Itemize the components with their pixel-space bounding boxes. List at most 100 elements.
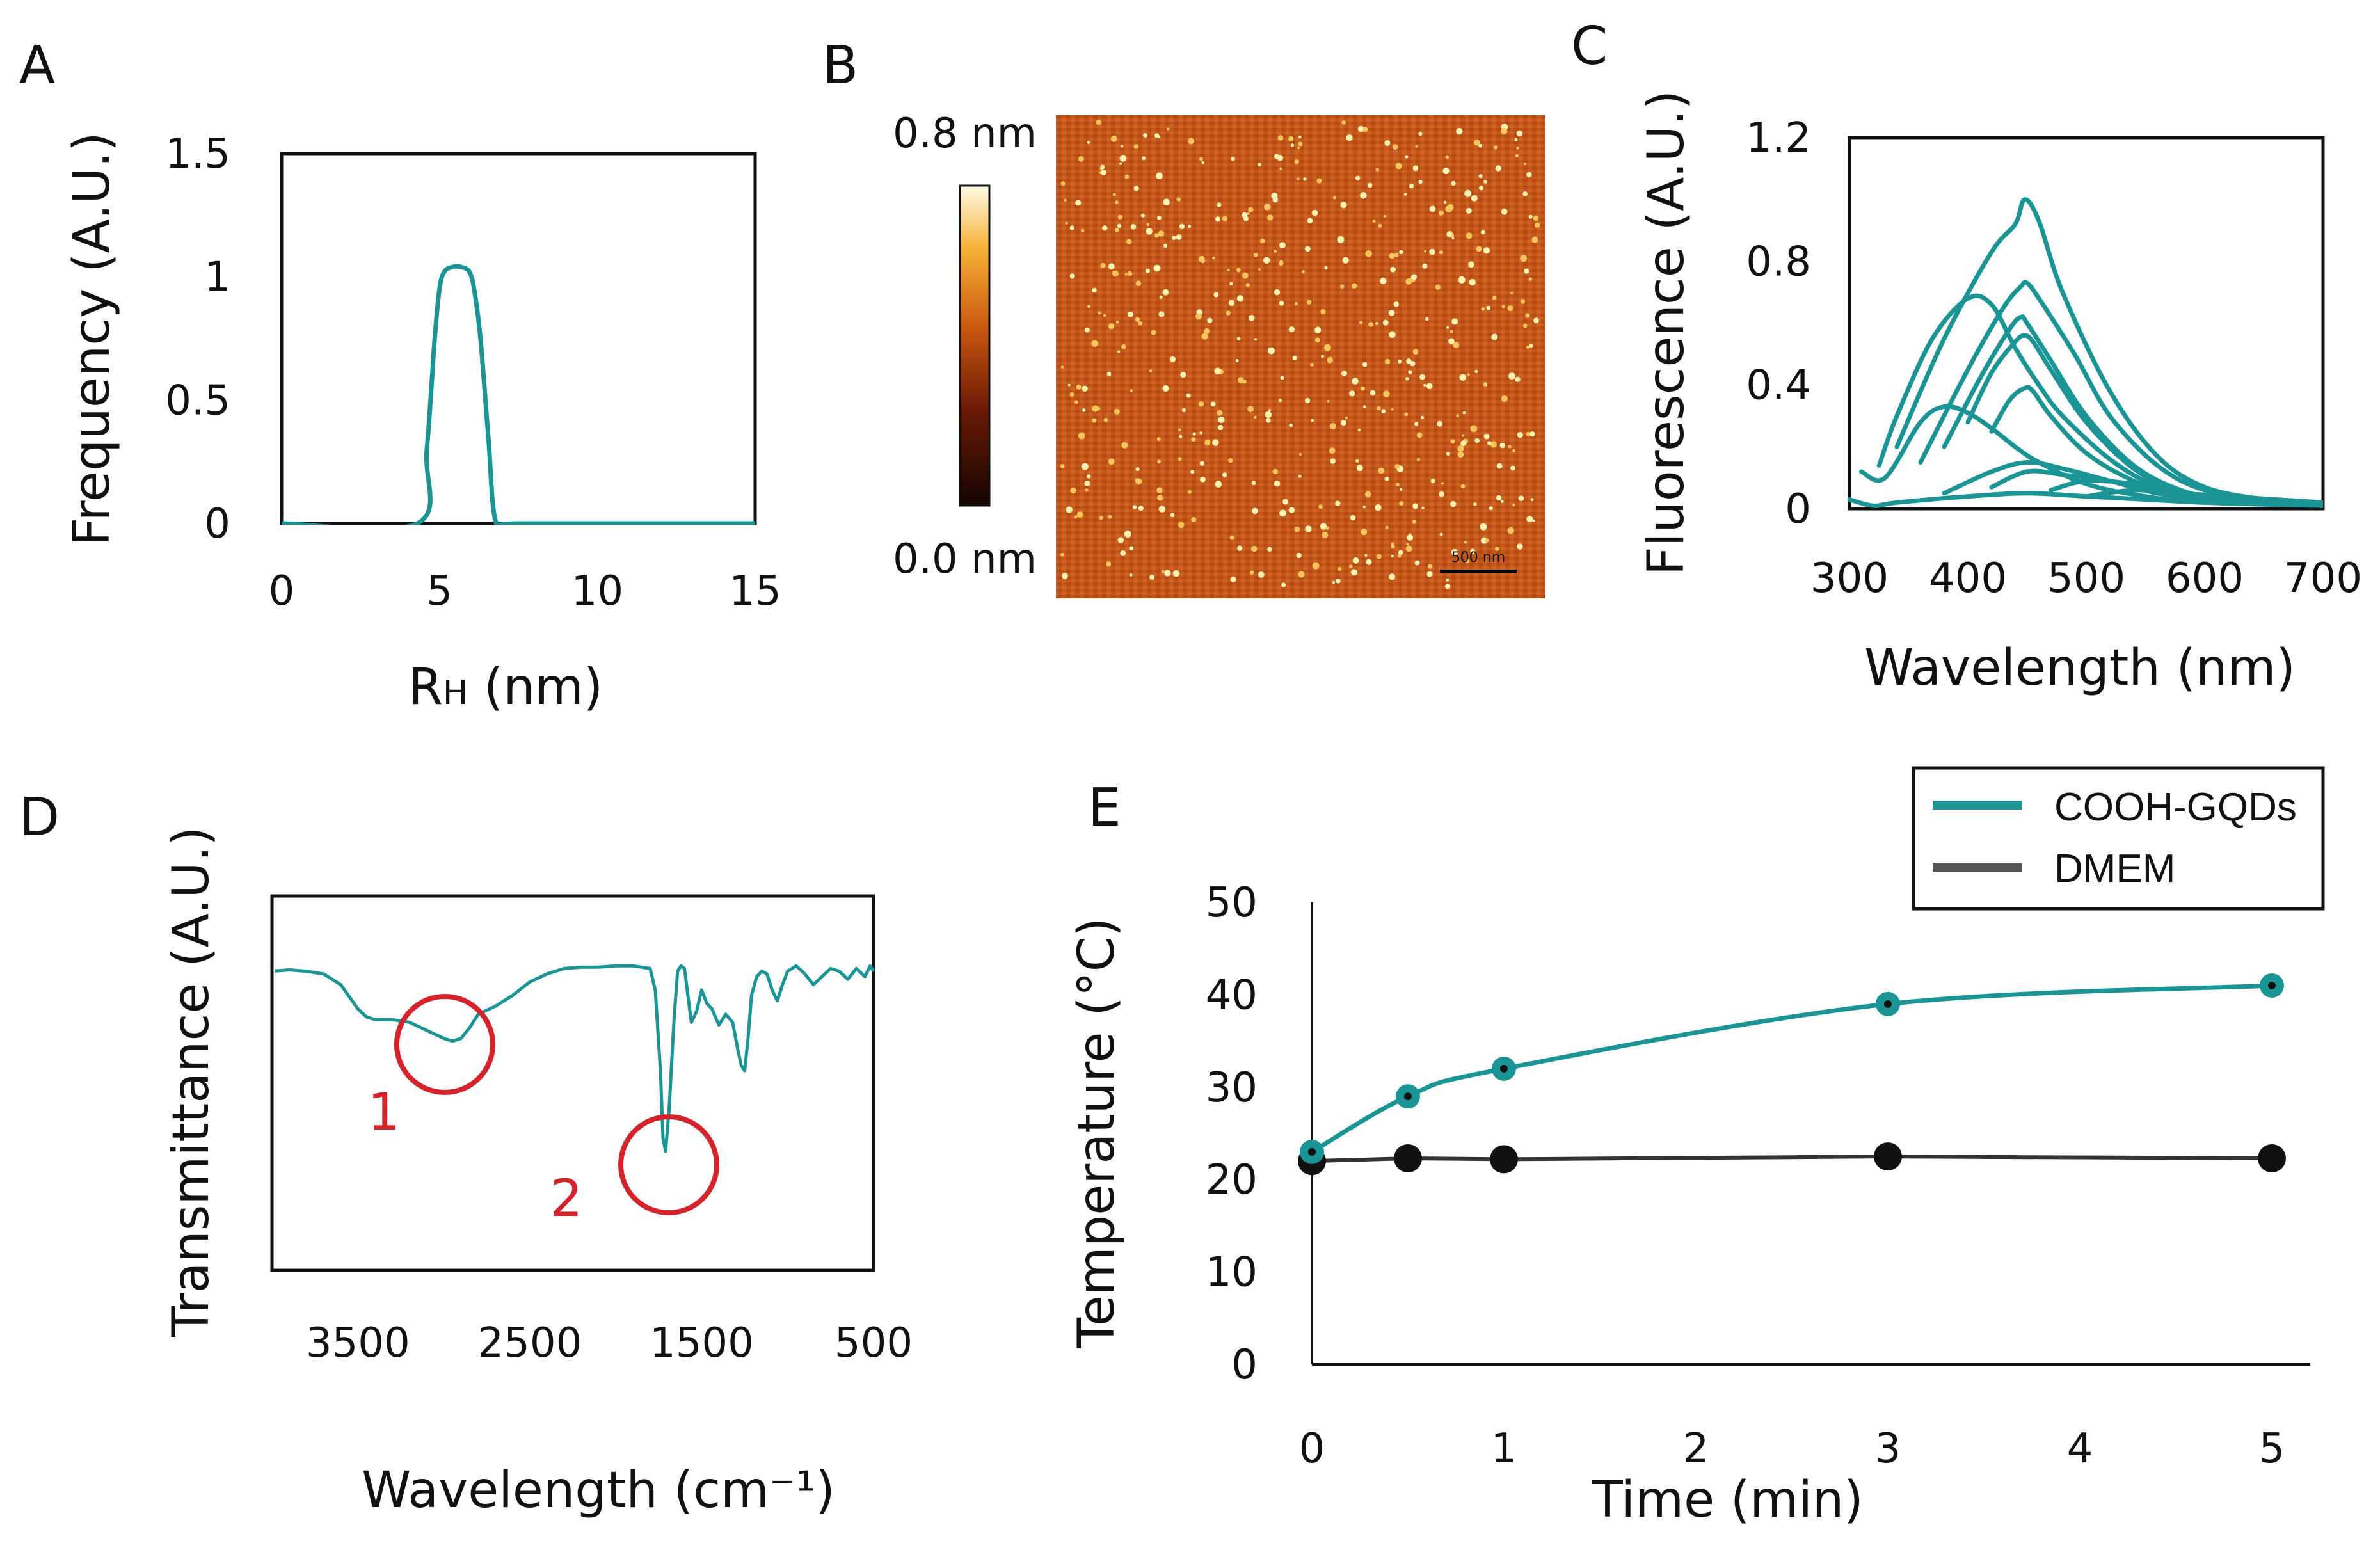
afm-particle: [1460, 440, 1467, 447]
afm-particle: [1162, 570, 1165, 573]
afm-particle: [1378, 223, 1382, 228]
afm-particle: [1288, 326, 1295, 333]
afm-particle: [1329, 447, 1336, 454]
afm-particle: [1528, 214, 1533, 219]
afm-particle: [1495, 165, 1501, 172]
xlabel-d: Wavelength (cm⁻¹): [362, 1462, 835, 1519]
afm-particle: [1355, 459, 1359, 463]
afm-particle: [1145, 268, 1150, 273]
afm-particle: [1532, 519, 1535, 522]
afm-particle: [1446, 578, 1450, 582]
afm-particle: [1501, 208, 1508, 215]
afm-particle: [1495, 547, 1499, 551]
afm-particle: [1164, 570, 1171, 577]
afm-particle: [1445, 155, 1450, 159]
afm-particle: [1515, 154, 1519, 157]
afm-particle: [1349, 390, 1355, 397]
afm-particle: [1296, 552, 1302, 559]
xlabel-e: Time (min): [1592, 1471, 1864, 1529]
afm-particle: [1157, 459, 1162, 464]
afm-particle: [1316, 178, 1322, 184]
xtick-e-4: 4: [2067, 1425, 2093, 1473]
afm-particle: [1231, 157, 1235, 161]
afm-particle: [1362, 506, 1366, 509]
afm-particle: [1228, 458, 1233, 463]
afm-particle: [1446, 326, 1450, 329]
afm-particle: [1112, 270, 1119, 277]
afm-particle: [1198, 255, 1205, 262]
afm-particle: [1529, 344, 1533, 348]
afm-particle: [1306, 300, 1312, 305]
afm-particle: [1492, 295, 1497, 300]
afm-particle: [1060, 181, 1066, 186]
afm-particle: [1408, 370, 1412, 374]
afm-particle: [1092, 287, 1097, 293]
afm-particle: [1129, 573, 1133, 577]
afm-particle: [1253, 253, 1258, 257]
afm-particle: [1340, 202, 1347, 209]
afm-particle: [1087, 141, 1090, 144]
afm-particle: [1069, 273, 1075, 279]
afm-particle: [1170, 513, 1175, 518]
afm-particle: [1462, 411, 1466, 415]
afm-particle: [1266, 418, 1271, 423]
xtick-d-3: 500: [835, 1320, 913, 1367]
afm-particle: [1525, 313, 1530, 318]
afm-particle: [1218, 416, 1225, 424]
afm-particle: [1397, 554, 1402, 558]
legend-e: COOH-GQDs DMEM: [1912, 766, 2325, 911]
cooh-gqd-line: [1309, 983, 2274, 1155]
afm-particle: [1457, 451, 1464, 458]
afm-particle: [1235, 359, 1239, 362]
afm-particle: [1198, 401, 1204, 407]
afm-particle: [1180, 371, 1186, 378]
afm-particle: [1446, 231, 1452, 237]
afm-particle: [1204, 328, 1210, 334]
afm-particle: [1457, 445, 1464, 452]
afm-particle: [1067, 383, 1071, 387]
afm-particle: [1236, 295, 1244, 302]
afm-particle: [1288, 136, 1294, 141]
afm-particle: [1092, 418, 1097, 423]
afm-particle: [1491, 333, 1498, 340]
afm-particle: [1229, 535, 1234, 540]
afm-particle: [1156, 135, 1160, 139]
afm-particle: [1215, 216, 1221, 222]
afm-particle: [1388, 310, 1395, 316]
afm-particle: [1391, 555, 1394, 558]
afm-particle: [1487, 441, 1492, 445]
legend-box: [1912, 766, 2325, 911]
afm-particle: [1501, 305, 1505, 308]
afm-particle: [1191, 437, 1196, 442]
legend-label-gqd: COOH-GQDs: [2054, 785, 2297, 829]
afm-particle: [1302, 270, 1305, 273]
afm-particle: [1510, 291, 1513, 294]
afm-colorbar: [959, 184, 991, 507]
afm-particle: [1201, 333, 1208, 340]
afm-particle: [1325, 526, 1329, 530]
afm-particle: [1418, 179, 1423, 184]
afm-particle: [1060, 464, 1065, 468]
xlabel-a: RH (nm): [408, 659, 603, 716]
afm-particle: [1158, 506, 1166, 513]
ytick-e-5: 50: [1206, 879, 1258, 927]
legend-label-dmem: DMEM: [2054, 847, 2175, 891]
afm-scalebar-label: 500 nm: [1451, 550, 1505, 566]
afm-particle: [1191, 517, 1197, 523]
afm-particle: [1375, 168, 1379, 172]
afm-particle: [1340, 284, 1345, 289]
afm-particle: [1384, 140, 1391, 146]
afm-particle: [1421, 506, 1425, 509]
afm-particle: [1112, 193, 1116, 196]
afm-particle: [1258, 163, 1261, 166]
afm-particle: [1299, 453, 1302, 456]
afm-particle: [1146, 223, 1150, 227]
afm-particle: [1318, 504, 1323, 509]
afm-particle: [1524, 268, 1529, 274]
afm-particle: [1222, 472, 1227, 477]
afm-particle: [1329, 423, 1337, 430]
afm-particle: [1217, 410, 1223, 416]
afm-particle: [1383, 390, 1390, 397]
afm-particle: [1248, 207, 1254, 212]
afm-particle: [1226, 310, 1231, 316]
